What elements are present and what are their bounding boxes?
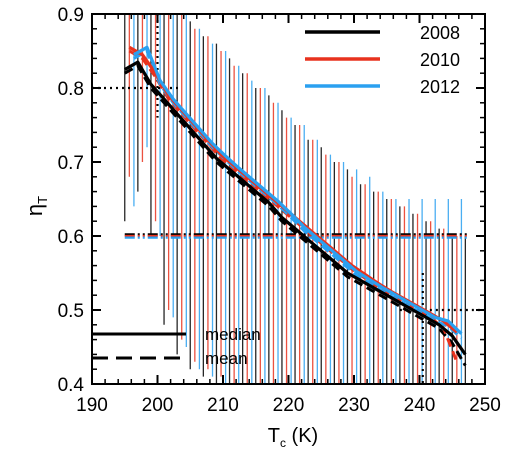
x-tick-label: 240 [404, 395, 436, 416]
x-tick-label: 190 [76, 395, 108, 416]
x-tick-label: 230 [338, 395, 370, 416]
median-line-2012 [133, 45, 463, 335]
x-tick-label: 250 [469, 395, 501, 416]
x-tick-label: 210 [207, 395, 239, 416]
data-curves [124, 45, 467, 367]
legend-label-2008: 2008 [420, 23, 460, 43]
y-tick-label: 0.9 [58, 5, 84, 26]
mean-line-2010 [128, 49, 459, 363]
line-style-legend: median mean [92, 325, 261, 368]
median-line-2010 [128, 45, 458, 334]
mean-line-2012 [133, 49, 463, 340]
legend-label-2012: 2012 [420, 77, 460, 97]
style-legend-label-mean: mean [205, 349, 248, 368]
tick-labels: 190 200 210 220 230 240 250 0.4 0.5 0.6 0.7 0.8 0.9 [58, 5, 501, 416]
legend: 2008 2010 2012 [305, 23, 460, 97]
y-tick-label: 0.7 [58, 153, 84, 174]
median-line-2008 [124, 60, 467, 356]
y-tick-label: 0.6 [58, 227, 84, 248]
error-bars [124, 14, 467, 384]
y-tick-label: 0.5 [58, 301, 84, 322]
y-tick-label: 0.4 [58, 375, 85, 396]
legend-label-2010: 2010 [420, 50, 460, 70]
x-tick-label: 200 [142, 395, 174, 416]
x-tick-label: 220 [273, 395, 305, 416]
axis-ticks [91, 13, 486, 385]
y-tick-label: 0.8 [58, 79, 84, 100]
mean-line-2008 [124, 64, 467, 367]
x-axis-label: Tc (K) [268, 425, 318, 450]
y-axis-label: ηT [22, 196, 50, 216]
style-legend-label-median: median [205, 325, 261, 344]
